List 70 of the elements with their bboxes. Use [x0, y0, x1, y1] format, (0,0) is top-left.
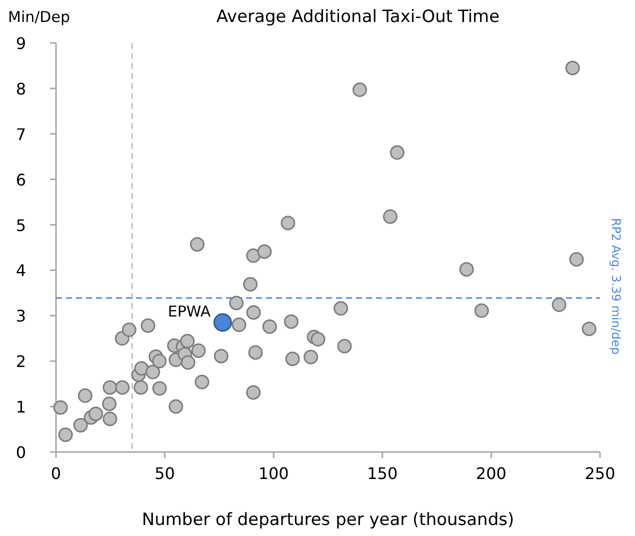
- point: [102, 412, 118, 426]
- point: [262, 319, 277, 334]
- point: [284, 314, 298, 329]
- point: [146, 364, 160, 380]
- point: [58, 427, 73, 442]
- point: [180, 334, 195, 348]
- point: [246, 248, 261, 263]
- y-tick-label: 9: [16, 34, 26, 53]
- x-tick-label: 150: [367, 464, 398, 483]
- y-tick-label: 4: [16, 261, 26, 280]
- y-tick-label: 6: [16, 170, 26, 190]
- y-tick-label: 5: [16, 216, 26, 235]
- point: [280, 216, 296, 230]
- point: [194, 374, 210, 390]
- point: [134, 361, 149, 376]
- point: [246, 385, 261, 400]
- y-tick-label: 0: [16, 443, 26, 462]
- point: [232, 318, 246, 332]
- chart-title: Average Additional Taxi-Out Time: [216, 7, 500, 27]
- x-tick-label: 200: [476, 464, 506, 483]
- y-tick-label: 3: [16, 306, 26, 326]
- point: [190, 237, 204, 252]
- x-tick-label: 100: [258, 464, 289, 483]
- point: [459, 262, 474, 277]
- point: [73, 418, 88, 432]
- point: [102, 396, 117, 412]
- point: [569, 252, 584, 267]
- point: [180, 355, 196, 370]
- point: [168, 399, 184, 414]
- annotation: EPWA: [168, 302, 212, 320]
- point: [474, 303, 489, 318]
- point: [152, 354, 167, 368]
- point: [134, 380, 148, 395]
- point: [552, 298, 566, 312]
- point: [285, 352, 300, 366]
- x-axis-title: Number of departures per year (thousands): [142, 510, 514, 530]
- x-tick-label: 250: [584, 464, 616, 483]
- point: [53, 400, 68, 415]
- point: [390, 145, 404, 160]
- y-tick-label: 1: [16, 398, 26, 417]
- point: [337, 338, 352, 354]
- point: [152, 381, 167, 396]
- point: [248, 345, 263, 360]
- point: [582, 322, 596, 336]
- y-axis-title: Min/Dep: [8, 8, 70, 26]
- point: [310, 332, 326, 347]
- y-tick-label: 7: [16, 124, 26, 144]
- point: [78, 388, 92, 403]
- point: [304, 350, 318, 364]
- ref-line-label: RP2 Avg. 3.39 min/dep: [609, 218, 623, 355]
- point: [565, 60, 580, 76]
- point: [140, 318, 156, 333]
- point: [191, 343, 206, 358]
- point: [246, 305, 261, 320]
- point: [122, 322, 136, 338]
- y-tick-label: 2: [16, 352, 26, 372]
- point: [102, 380, 118, 395]
- point: [382, 209, 398, 224]
- point: [213, 313, 232, 332]
- point: [229, 296, 244, 310]
- point: [352, 82, 368, 98]
- x-tick-label: 50: [154, 464, 175, 483]
- x-tick-label: 0: [50, 464, 62, 483]
- point: [257, 244, 272, 259]
- point: [243, 277, 258, 292]
- point: [334, 301, 348, 316]
- point: [115, 380, 130, 395]
- point: [88, 406, 104, 422]
- point: [214, 348, 228, 364]
- y-tick-label: 8: [16, 79, 26, 98]
